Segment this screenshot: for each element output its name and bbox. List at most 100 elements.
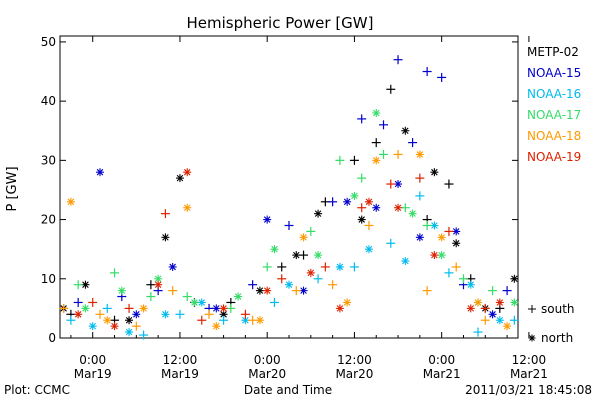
north-point	[357, 215, 366, 224]
footer-plot-credit: Plot: CCMC	[4, 383, 70, 397]
north-point	[197, 298, 206, 307]
north-point	[299, 233, 308, 242]
north-point	[415, 150, 424, 159]
x-tick-date-label: Mar20	[248, 367, 286, 381]
south-point	[146, 292, 156, 302]
north-point	[474, 298, 483, 307]
south-point	[458, 274, 468, 284]
north-point	[168, 262, 177, 271]
north-point	[139, 304, 148, 313]
south-point	[110, 268, 120, 278]
north-point	[364, 197, 373, 206]
south-point	[146, 280, 156, 290]
north-point	[437, 251, 446, 260]
north-point	[161, 233, 170, 242]
north-point	[343, 298, 352, 307]
x-tick-time-label: 12:00	[337, 353, 372, 367]
north-point	[430, 221, 439, 230]
north-point	[430, 251, 439, 260]
x-tick-time-label: 0:00	[428, 353, 455, 367]
marker-legend: south north	[528, 302, 575, 345]
marker-legend-symbol	[528, 334, 536, 342]
data-points	[59, 55, 519, 340]
south-point	[444, 268, 454, 278]
north-point	[183, 168, 192, 177]
x-tick-time-label: 0:00	[254, 353, 281, 367]
north-point	[212, 304, 221, 313]
south-point	[328, 197, 338, 207]
north-point	[88, 322, 97, 331]
south-point	[313, 274, 323, 284]
south-point	[480, 315, 490, 325]
north-point	[270, 245, 279, 254]
north-point	[219, 304, 228, 313]
south-point	[386, 179, 396, 189]
north-point	[212, 322, 221, 331]
south-point	[240, 309, 250, 319]
south-point	[444, 226, 454, 236]
north-point	[285, 280, 293, 289]
south-point	[219, 315, 229, 325]
north-point	[437, 233, 446, 242]
y-axis-label: P [GW]	[5, 166, 20, 211]
north-point	[488, 310, 497, 319]
south-point	[66, 315, 76, 325]
south-point	[393, 55, 403, 65]
x-tick-date-label: Mar21	[510, 367, 548, 381]
south-point	[400, 203, 410, 213]
north-point	[81, 280, 90, 289]
north-point	[343, 197, 352, 206]
south-point	[284, 220, 294, 230]
south-point	[277, 262, 287, 272]
south-point	[364, 220, 374, 230]
legend-entry: NOAA-16	[527, 87, 581, 101]
south-point	[160, 209, 170, 219]
north-point	[510, 298, 519, 307]
south-point	[422, 67, 432, 77]
south-point	[124, 303, 134, 313]
north-point	[452, 227, 461, 236]
north-point	[263, 215, 272, 224]
y-axis-ticks: 0 10 20 30 40 50	[41, 35, 518, 345]
south-point	[371, 138, 381, 148]
south-point	[175, 309, 185, 319]
legend-entry: NOAA-15	[527, 66, 581, 80]
x-tick-time-label: 12:00	[512, 353, 547, 367]
north-point	[125, 316, 134, 325]
south-point	[444, 179, 454, 189]
south-point	[422, 286, 432, 296]
north-point	[372, 156, 381, 165]
south-point	[182, 292, 192, 302]
north-point	[66, 197, 75, 206]
north-point	[466, 280, 475, 289]
north-point	[154, 280, 163, 289]
south-point	[248, 280, 258, 290]
marker-legend-symbol	[528, 305, 536, 313]
north-point	[263, 286, 272, 295]
x-tick-date-label: Mar21	[423, 367, 461, 381]
south-point	[204, 309, 214, 319]
north-point	[364, 245, 373, 254]
marker-legend-label: south	[541, 302, 575, 316]
south-point	[88, 297, 98, 307]
south-point	[437, 72, 447, 82]
south-point	[328, 280, 338, 290]
legend-entry: METP-02	[527, 45, 579, 59]
chart-title: Hemispheric Power [GW]	[187, 14, 374, 32]
south-point	[509, 315, 519, 325]
y-tick-label: 0	[48, 331, 56, 345]
north-point	[154, 274, 163, 283]
south-point	[73, 280, 83, 290]
south-point	[299, 250, 309, 260]
north-point	[350, 191, 359, 200]
south-point	[379, 149, 389, 159]
south-point	[357, 114, 367, 124]
south-point	[480, 303, 490, 313]
y-tick-label: 30	[41, 153, 56, 167]
north-point	[452, 239, 461, 248]
south-point	[422, 220, 432, 230]
north-point	[314, 251, 323, 260]
north-point	[81, 304, 90, 313]
south-point	[102, 303, 112, 313]
north-point	[401, 126, 410, 135]
